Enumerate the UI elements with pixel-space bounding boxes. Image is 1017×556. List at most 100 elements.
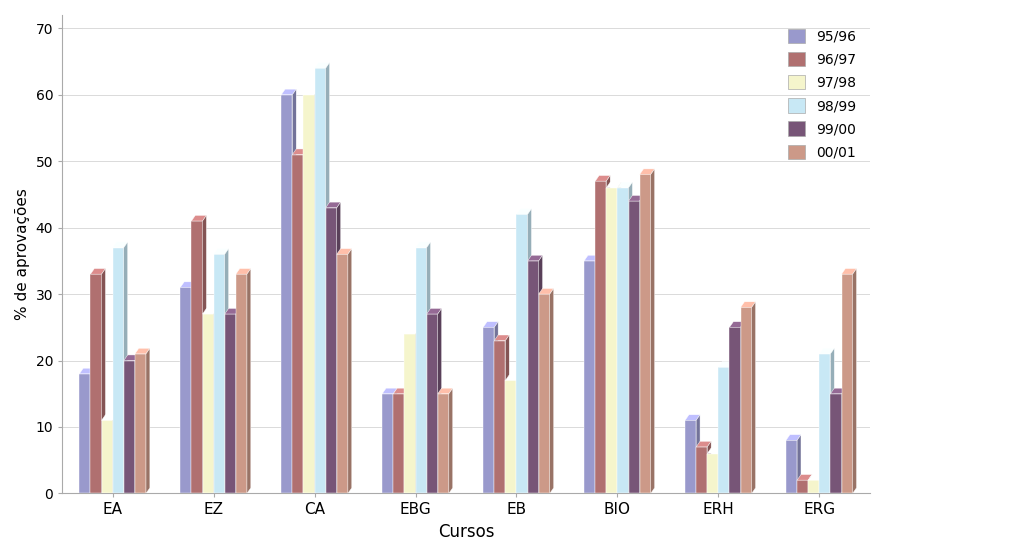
- Polygon shape: [426, 242, 430, 493]
- Polygon shape: [595, 176, 610, 181]
- Polygon shape: [292, 155, 303, 493]
- Polygon shape: [337, 249, 352, 254]
- Legend: 95/96, 96/97, 97/98, 98/99, 99/00, 00/01: 95/96, 96/97, 97/98, 98/99, 99/00, 00/01: [781, 22, 862, 166]
- Polygon shape: [697, 447, 707, 493]
- Polygon shape: [786, 435, 801, 440]
- Polygon shape: [617, 182, 621, 493]
- Polygon shape: [180, 282, 195, 287]
- Polygon shape: [437, 388, 453, 394]
- Polygon shape: [517, 375, 521, 493]
- Polygon shape: [282, 89, 296, 95]
- Polygon shape: [394, 394, 405, 493]
- Polygon shape: [707, 441, 711, 493]
- Polygon shape: [191, 215, 206, 221]
- Polygon shape: [405, 388, 408, 493]
- Polygon shape: [841, 274, 852, 493]
- Polygon shape: [685, 415, 700, 420]
- Polygon shape: [729, 322, 744, 327]
- Polygon shape: [135, 355, 138, 493]
- Polygon shape: [382, 388, 398, 394]
- Polygon shape: [225, 314, 236, 493]
- Polygon shape: [584, 255, 599, 261]
- Polygon shape: [629, 201, 640, 493]
- Polygon shape: [809, 474, 823, 480]
- Polygon shape: [584, 261, 595, 493]
- Polygon shape: [236, 269, 251, 274]
- Polygon shape: [797, 474, 813, 480]
- Polygon shape: [820, 348, 834, 354]
- Polygon shape: [337, 202, 341, 493]
- Polygon shape: [707, 448, 722, 454]
- Polygon shape: [124, 360, 135, 493]
- Polygon shape: [91, 368, 95, 493]
- Polygon shape: [180, 287, 191, 493]
- Polygon shape: [528, 261, 539, 493]
- Polygon shape: [79, 374, 91, 493]
- Polygon shape: [225, 309, 240, 314]
- Polygon shape: [448, 388, 453, 493]
- Polygon shape: [382, 394, 394, 493]
- Polygon shape: [236, 274, 247, 493]
- Polygon shape: [247, 269, 251, 493]
- Polygon shape: [651, 169, 655, 493]
- Polygon shape: [135, 348, 149, 354]
- Polygon shape: [494, 322, 498, 493]
- Polygon shape: [729, 361, 733, 493]
- Polygon shape: [314, 68, 325, 493]
- Polygon shape: [550, 289, 553, 493]
- Polygon shape: [416, 247, 426, 493]
- Polygon shape: [303, 149, 307, 493]
- Polygon shape: [629, 196, 644, 201]
- Polygon shape: [752, 302, 756, 493]
- Polygon shape: [685, 420, 697, 493]
- Polygon shape: [528, 255, 542, 261]
- Polygon shape: [236, 309, 240, 493]
- Polygon shape: [113, 242, 128, 247]
- Polygon shape: [225, 249, 229, 493]
- Polygon shape: [483, 322, 498, 327]
- Polygon shape: [314, 89, 318, 493]
- Polygon shape: [91, 274, 102, 493]
- Polygon shape: [797, 435, 801, 493]
- Polygon shape: [426, 309, 441, 314]
- Polygon shape: [405, 329, 419, 334]
- Polygon shape: [718, 367, 729, 493]
- Polygon shape: [113, 415, 117, 493]
- Polygon shape: [426, 314, 437, 493]
- Polygon shape: [740, 307, 752, 493]
- Polygon shape: [325, 208, 337, 493]
- Polygon shape: [797, 480, 809, 493]
- Polygon shape: [629, 182, 633, 493]
- Polygon shape: [79, 368, 95, 374]
- Polygon shape: [303, 95, 314, 493]
- Polygon shape: [809, 474, 813, 493]
- Polygon shape: [91, 269, 106, 274]
- Polygon shape: [314, 63, 330, 68]
- Polygon shape: [820, 354, 831, 493]
- Polygon shape: [505, 375, 521, 380]
- Polygon shape: [416, 242, 430, 247]
- Polygon shape: [483, 327, 494, 493]
- Polygon shape: [437, 394, 448, 493]
- Polygon shape: [852, 269, 856, 493]
- Polygon shape: [325, 202, 341, 208]
- Polygon shape: [405, 334, 416, 493]
- Polygon shape: [809, 480, 820, 493]
- Polygon shape: [325, 63, 330, 493]
- Polygon shape: [539, 289, 553, 294]
- Polygon shape: [494, 335, 510, 341]
- Polygon shape: [292, 149, 307, 155]
- Polygon shape: [740, 302, 756, 307]
- Polygon shape: [729, 327, 740, 493]
- Polygon shape: [820, 474, 823, 493]
- Polygon shape: [124, 242, 128, 493]
- Polygon shape: [214, 249, 229, 254]
- Polygon shape: [640, 169, 655, 175]
- Polygon shape: [517, 208, 532, 215]
- Polygon shape: [135, 354, 146, 493]
- Polygon shape: [202, 215, 206, 493]
- Polygon shape: [595, 255, 599, 493]
- Polygon shape: [303, 89, 318, 95]
- Polygon shape: [841, 388, 845, 493]
- Polygon shape: [202, 309, 218, 314]
